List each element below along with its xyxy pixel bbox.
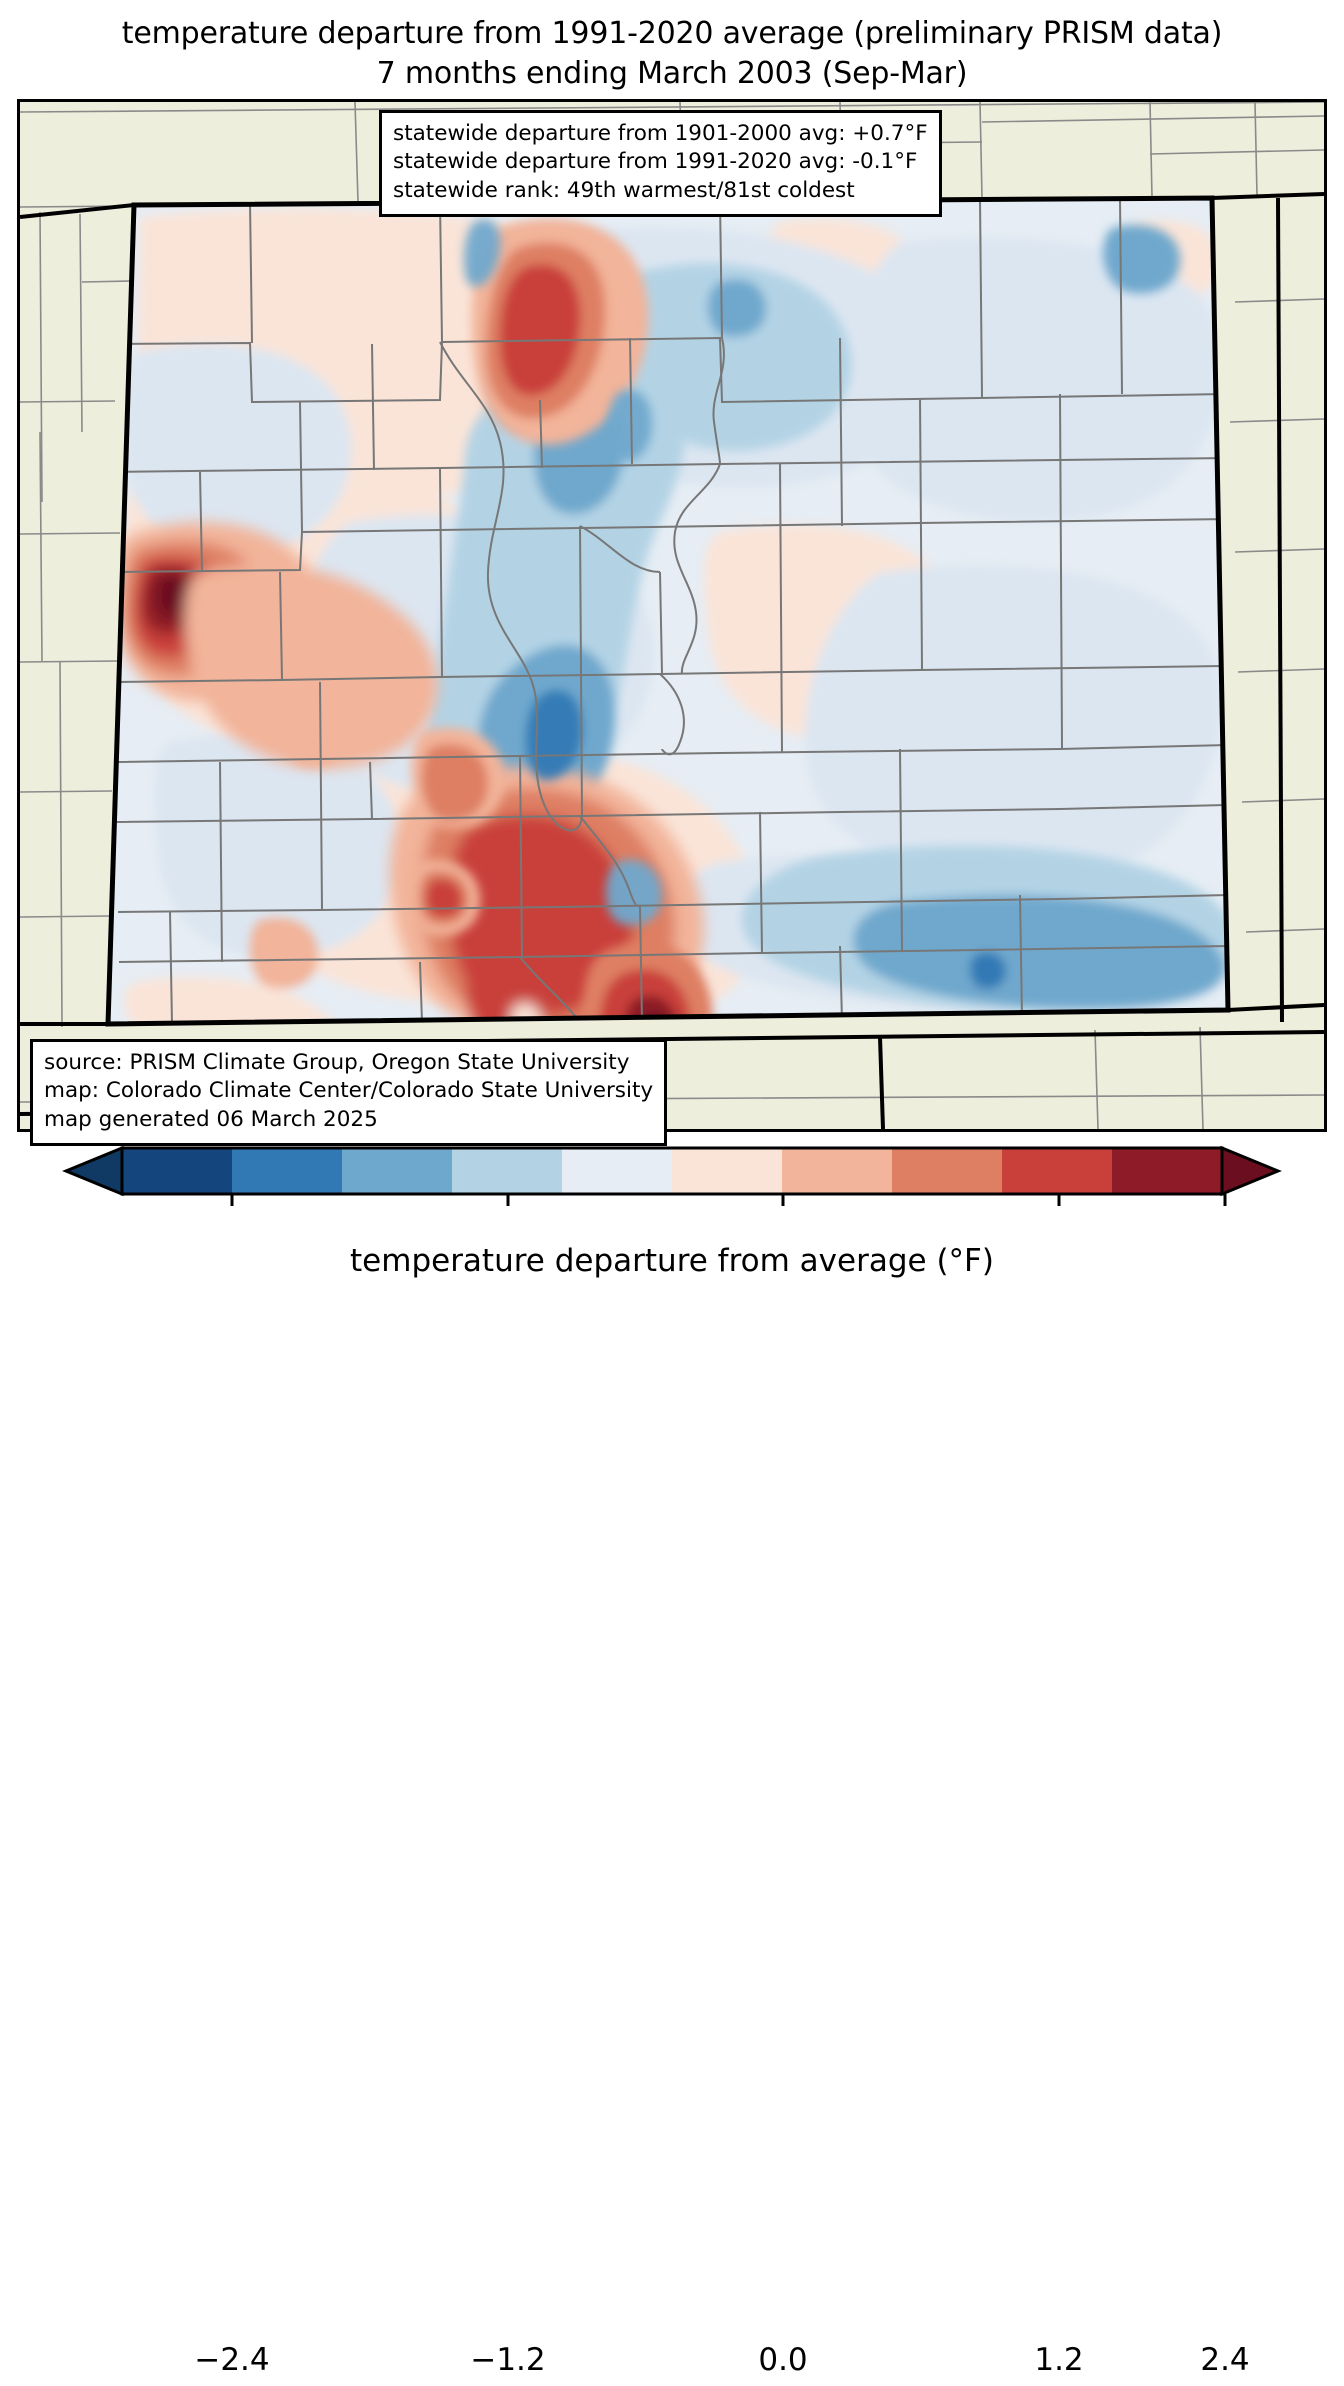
cold-anomaly-divide-ribbon [464, 219, 663, 926]
colorbar-band-9 [1112, 1148, 1223, 1194]
colorbar-band-5 [672, 1148, 783, 1194]
colorbar-band-2 [342, 1148, 453, 1194]
warm-anomaly-west-central [115, 522, 438, 769]
warm-anomaly-north-park [471, 218, 649, 445]
stats-line-1: statewide departure from 1901-2000 avg: … [393, 121, 928, 146]
chart-title: temperature departure from 1991-2020 ave… [0, 14, 1344, 94]
colorbar-tick-labels: −2.4 −1.2 0.0 1.2 2.4 [0, 2342, 1344, 2386]
colorbar-band-4 [562, 1148, 673, 1194]
colorbar-band-0 [122, 1148, 233, 1194]
colorbar-tick-marks [230, 1194, 1227, 1206]
warm-anomaly-san-luis-valley [390, 766, 704, 1024]
title-line-2: 7 months ending March 2003 (Sep-Mar) [376, 55, 968, 91]
anomaly-field [108, 198, 1228, 1024]
colorbar-band-3 [452, 1148, 563, 1194]
stats-line-3: statewide rank: 49th warmest/81st coldes… [393, 177, 855, 203]
colorbar-axis-label: temperature departure from average (°F) [350, 1243, 994, 1279]
source-line-1: source: PRISM Climate Group, Oregon Stat… [44, 1050, 630, 1075]
colorbar-band-group [62, 1145, 1282, 1197]
colorbar-tick-label-1: −1.2 [470, 2342, 546, 2378]
map-panel [17, 99, 1327, 1132]
colorbar-over-cap [1220, 1145, 1282, 1197]
temperature-departure-map [20, 102, 1324, 1129]
colorbar-band-1 [232, 1148, 343, 1194]
colorbar-tick-label-0: −2.4 [194, 2342, 270, 2378]
colorbar-swatches [62, 1145, 1282, 1206]
colorbar-band-8 [1002, 1148, 1113, 1194]
source-credit-box: source: PRISM Climate Group, Oregon Stat… [30, 1039, 668, 1147]
cold-anomaly-eastern-plains [619, 225, 1228, 1013]
source-line-3: map generated 06 March 2025 [44, 1106, 378, 1132]
statewide-stats-box: statewide departure from 1901-2000 avg: … [379, 110, 942, 218]
colorbar-tick-label-2: 0.0 [758, 2342, 808, 2378]
colorbar-band-6 [782, 1148, 893, 1194]
colorbar-band-7 [892, 1148, 1003, 1194]
source-line-2: map: Colorado Climate Center/Colorado St… [44, 1078, 654, 1104]
colorbar-outline [120, 1146, 1224, 1196]
colorado-county-lines [108, 198, 1228, 1024]
stats-line-2: statewide departure from 1991-2020 avg: … [393, 149, 918, 175]
colorbar: −2.4 −1.2 0.0 1.2 2.4 [0, 1144, 1344, 2378]
title-line-1: temperature departure from 1991-2020 ave… [121, 16, 1223, 51]
colorbar-tick-label-3: 1.2 [1034, 2342, 1084, 2378]
colorbar-under-cap [62, 1145, 124, 1197]
colorbar-tick-label-4: 2.4 [1200, 2342, 1250, 2378]
